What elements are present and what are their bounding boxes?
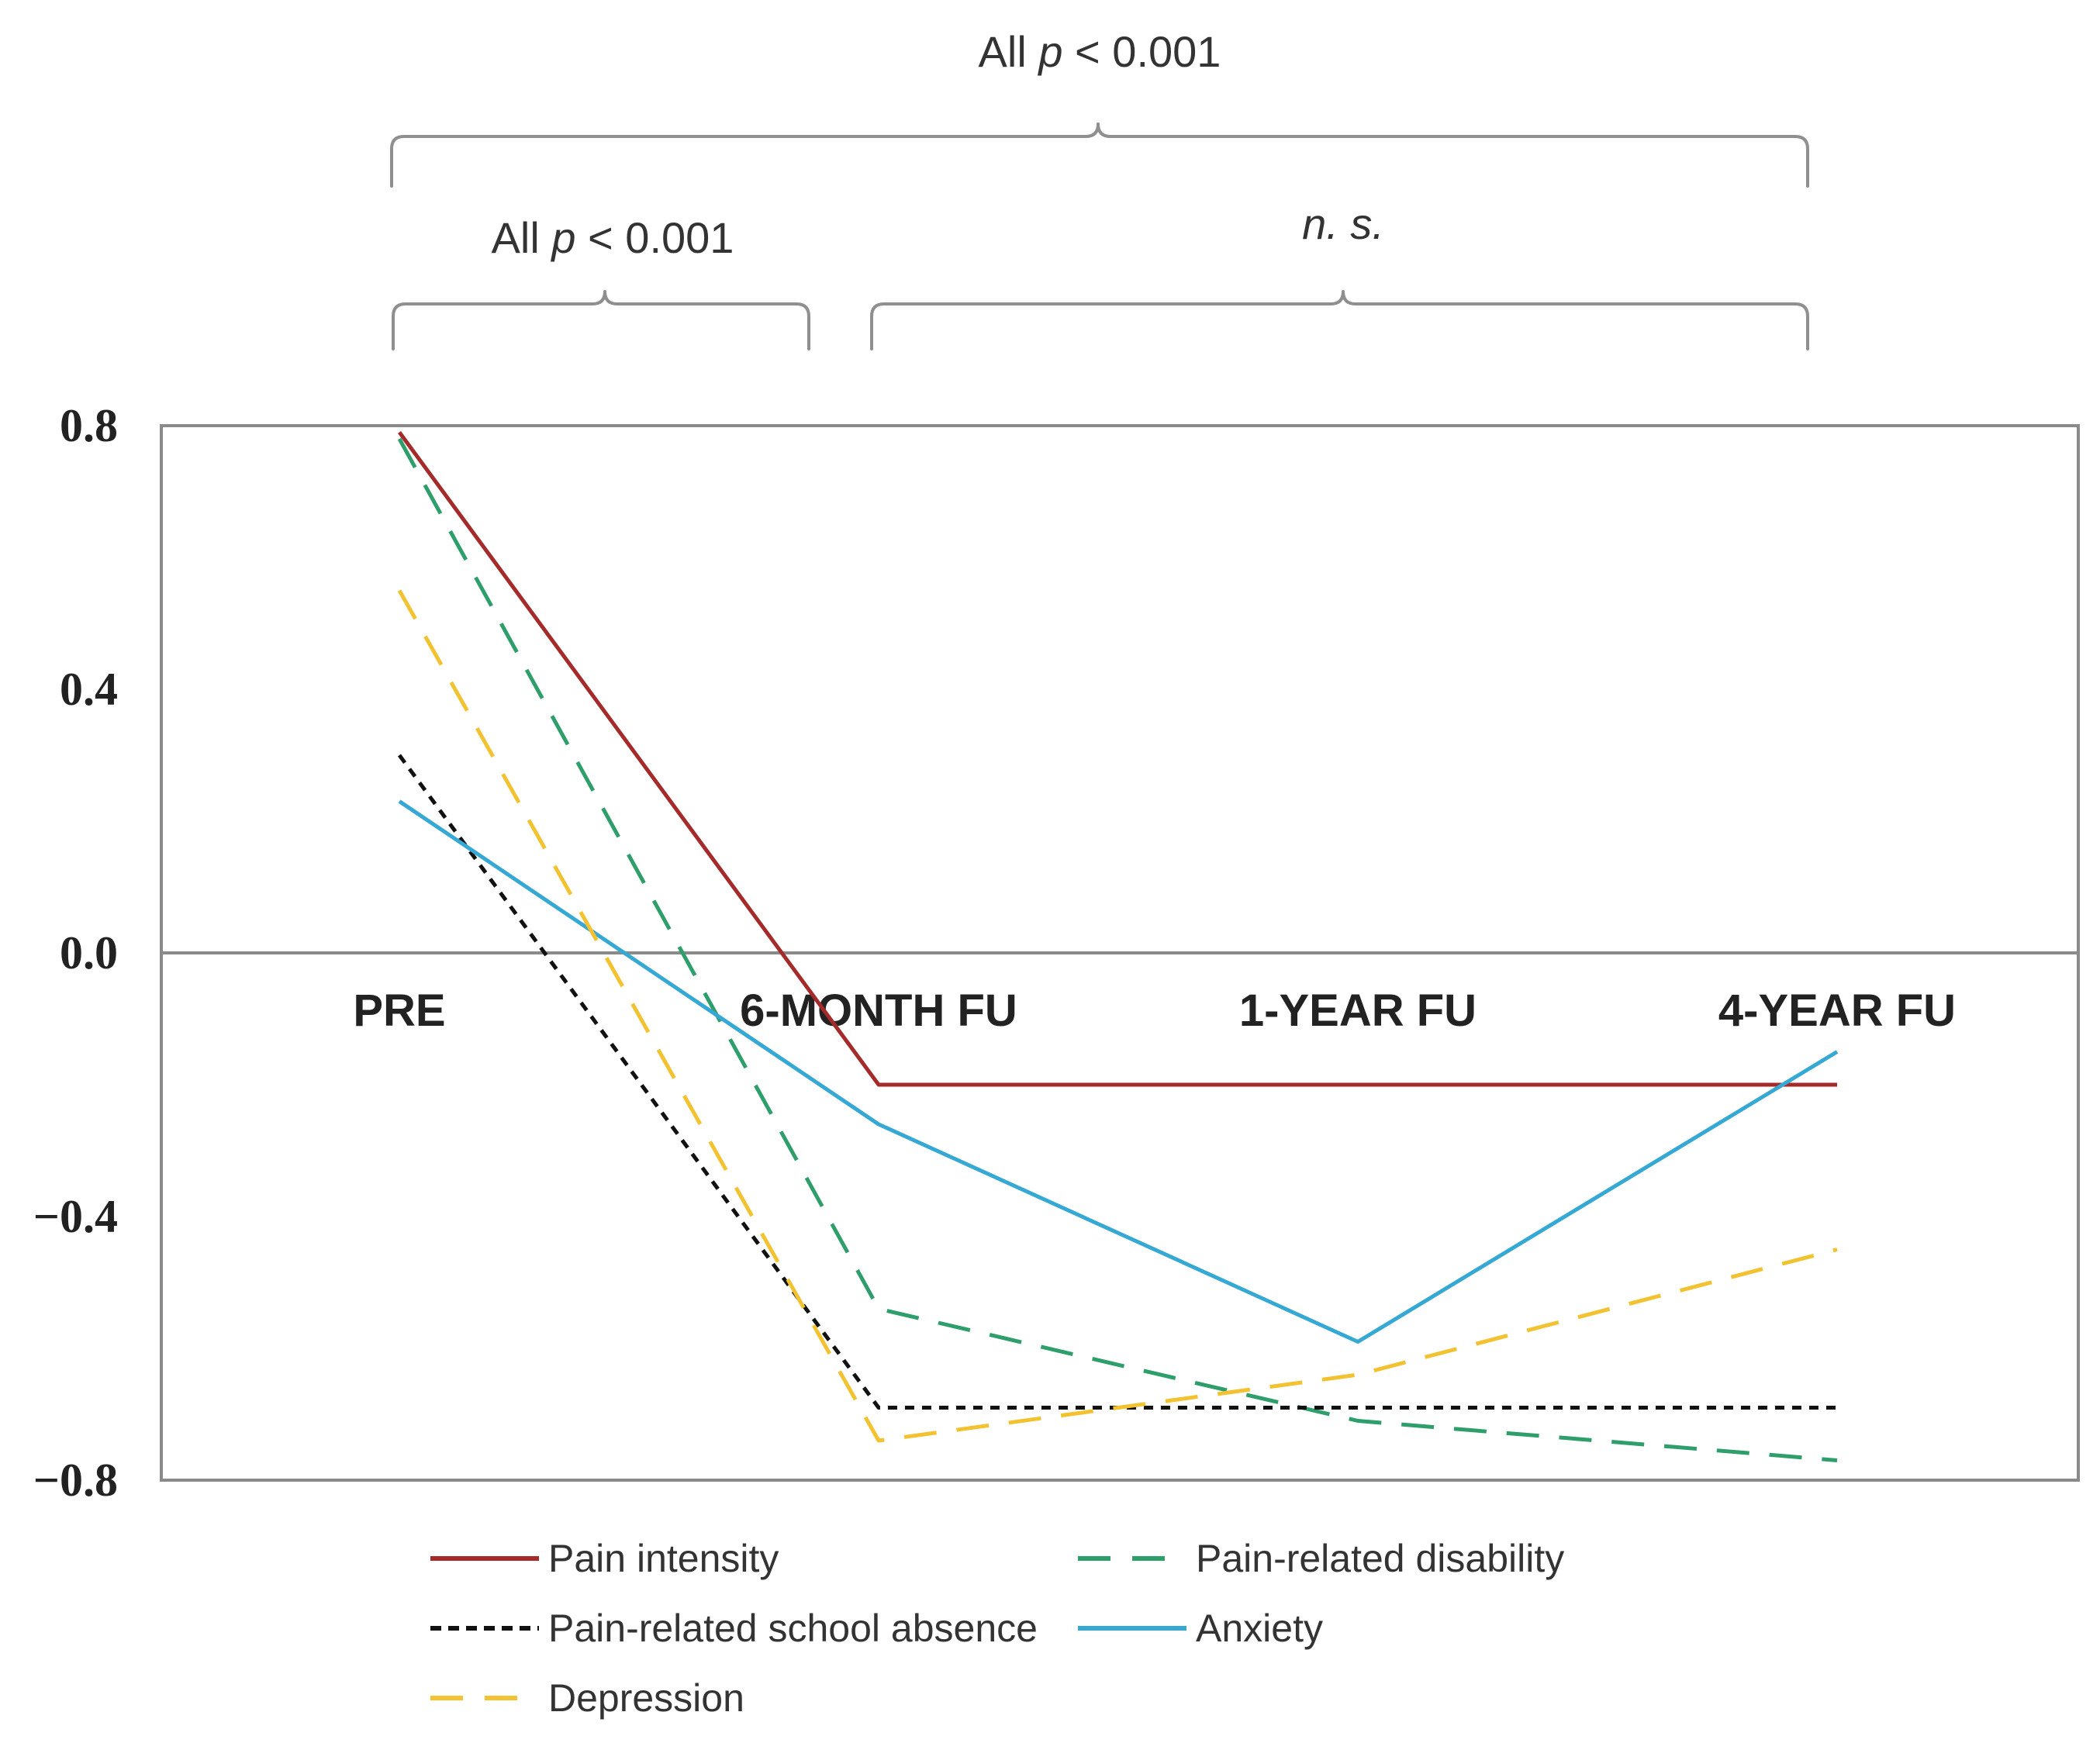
y-tick-label: 0.4: [60, 664, 118, 715]
legend-item-anxiety: Anxiety: [1078, 1607, 1323, 1650]
bracket-top: [390, 123, 1809, 188]
bracket-right: [870, 290, 1809, 350]
series-line-anxiety: [398, 799, 1839, 1344]
legend-label: Pain-related school absence: [548, 1607, 1038, 1650]
x-tick-label: 4-YEAR FU: [1718, 985, 1956, 1036]
y-tick-label: 0.0: [60, 927, 118, 978]
x-tick-label: 1-YEAR FU: [1239, 985, 1477, 1036]
bracket-left: [392, 290, 810, 350]
x-tick-label: PRE: [353, 985, 445, 1036]
legend: Pain intensity Pain-related disability Pai…: [430, 1537, 1564, 1720]
x-tick-label: 6-MONTH FU: [740, 985, 1017, 1036]
annotation-right: n. s.: [1302, 199, 1384, 248]
annotation-top: All p < 0.001: [979, 27, 1221, 76]
legend-item-pain-intensity: Pain intensity: [430, 1537, 779, 1580]
legend-item-pain-related-disability: Pain-related disability: [1078, 1537, 1564, 1580]
y-tick-label: −0.8: [33, 1455, 118, 1506]
significance-brackets: All p < 0.001 All p < 0.001 n. s.: [390, 27, 1809, 350]
legend-label: Depression: [548, 1676, 744, 1720]
y-axis-ticks: 0.8 0.4 0.0 −0.4 −0.8: [33, 400, 118, 1506]
legend-item-pain-related-school-absence: Pain-related school absence: [430, 1607, 1038, 1650]
series-line-depression: [397, 589, 1838, 1443]
series-line-pain-related-school-absence: [397, 754, 1837, 1410]
legend-label: Anxiety: [1196, 1607, 1323, 1650]
series-line-pain-intensity: [397, 431, 1837, 1087]
x-axis-ticks: PRE 6-MONTH FU 1-YEAR FU 4-YEAR FU: [353, 985, 1956, 1036]
legend-item-depression: Depression: [430, 1676, 744, 1720]
y-tick-label: 0.8: [60, 400, 118, 451]
legend-label: Pain intensity: [548, 1537, 779, 1580]
annotation-left: All p < 0.001: [492, 213, 734, 262]
y-tick-label: −0.4: [33, 1191, 118, 1242]
series-line-pain-related-disability: [397, 437, 1838, 1462]
series-lines: [397, 431, 1839, 1462]
legend-label: Pain-related disability: [1196, 1537, 1564, 1580]
